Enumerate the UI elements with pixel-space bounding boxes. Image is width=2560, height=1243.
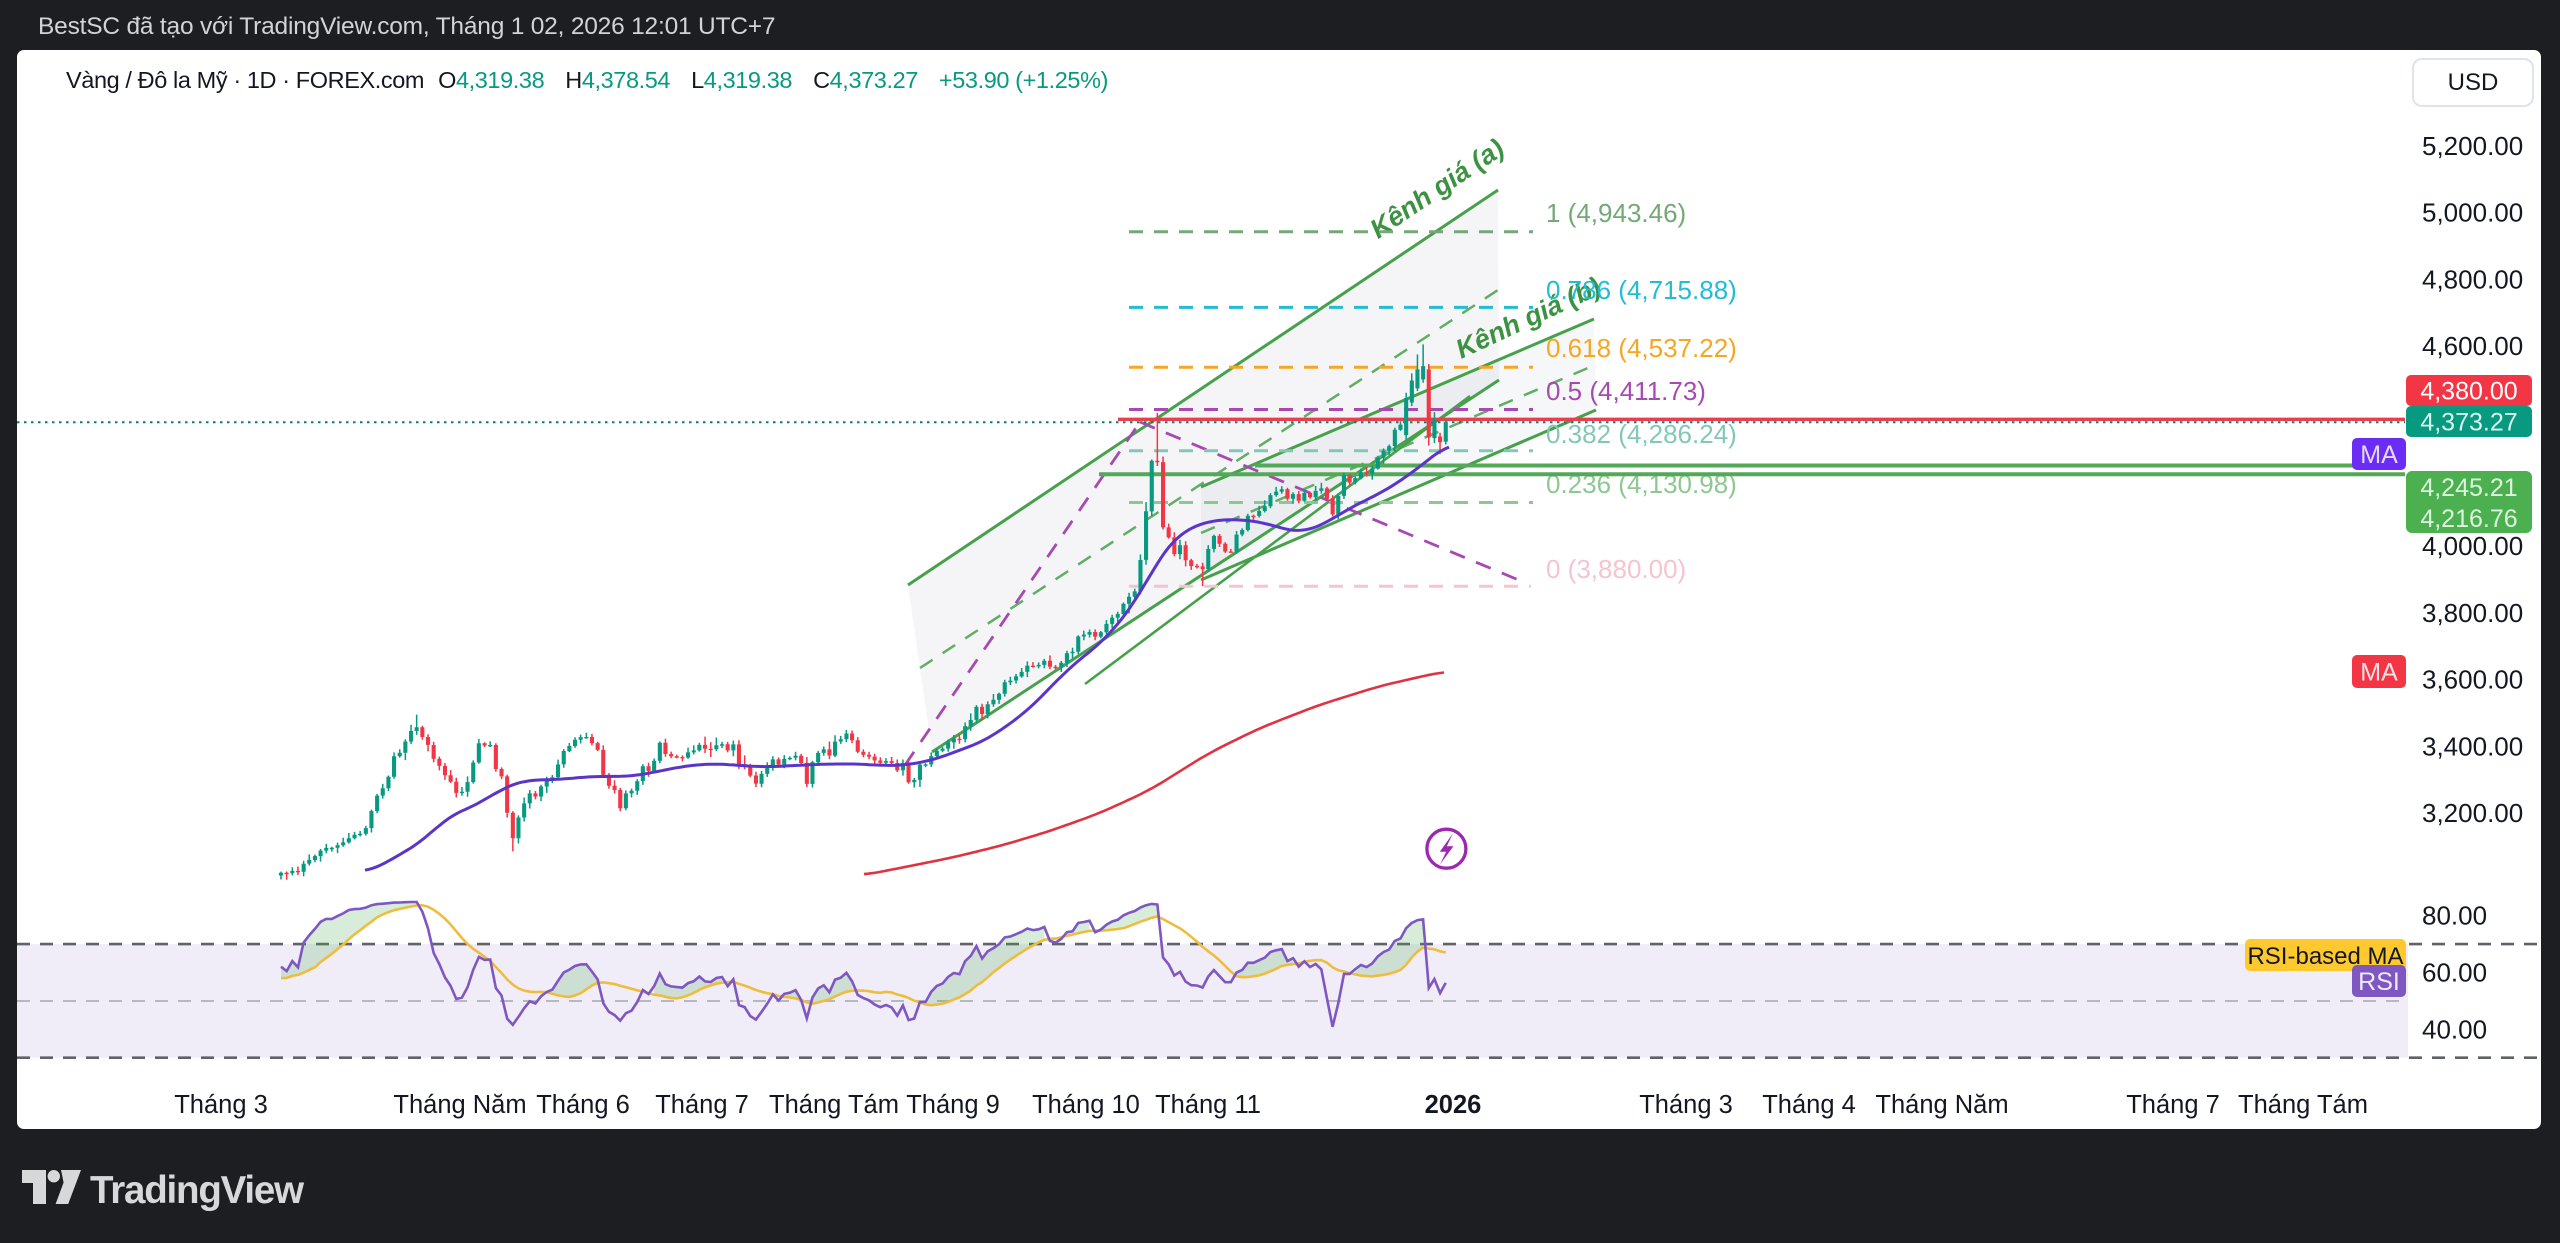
svg-text:4,800.00: 4,800.00: [2422, 264, 2523, 294]
svg-text:3,800.00: 3,800.00: [2422, 598, 2523, 628]
svg-text:5,000.00: 5,000.00: [2422, 198, 2523, 228]
svg-text:4,216.76: 4,216.76: [2420, 505, 2517, 533]
svg-text:80.00: 80.00: [2422, 901, 2487, 931]
svg-text:Tháng Năm: Tháng Năm: [1875, 1091, 2008, 1119]
svg-text:Tháng 7: Tháng 7: [655, 1091, 749, 1119]
svg-text:60.00: 60.00: [2422, 958, 2487, 988]
svg-text:RSI: RSI: [2358, 968, 2400, 996]
svg-text:Tháng 6: Tháng 6: [536, 1091, 630, 1119]
svg-text:4,600.00: 4,600.00: [2422, 331, 2523, 361]
svg-text:4,380.00: 4,380.00: [2420, 378, 2517, 406]
svg-text:4,373.27: 4,373.27: [2420, 409, 2517, 437]
svg-text:40.00: 40.00: [2422, 1014, 2487, 1044]
svg-text:0.618 (4,537.22): 0.618 (4,537.22): [1546, 333, 1737, 363]
svg-text:MA: MA: [2360, 659, 2398, 687]
svg-text:0.382 (4,286.24): 0.382 (4,286.24): [1546, 419, 1737, 449]
svg-text:Tháng Tám: Tháng Tám: [769, 1091, 899, 1119]
svg-text:Tháng Năm: Tháng Năm: [393, 1091, 526, 1119]
svg-text:0 (3,880.00): 0 (3,880.00): [1546, 554, 1686, 584]
svg-text:5,200.00: 5,200.00: [2422, 131, 2523, 161]
svg-text:4,000.00: 4,000.00: [2422, 531, 2523, 561]
svg-text:Tháng 11: Tháng 11: [1155, 1091, 1261, 1119]
svg-text:3,600.00: 3,600.00: [2422, 665, 2523, 695]
svg-text:4,245.21: 4,245.21: [2420, 474, 2517, 502]
svg-text:MA: MA: [2360, 441, 2398, 469]
svg-text:0.5 (4,411.73): 0.5 (4,411.73): [1546, 376, 1706, 406]
svg-text:Tháng 3: Tháng 3: [1639, 1091, 1733, 1119]
svg-text:Tháng 7: Tháng 7: [2126, 1091, 2220, 1119]
svg-text:1 (4,943.46): 1 (4,943.46): [1546, 198, 1686, 228]
svg-text:Tháng 10: Tháng 10: [1032, 1091, 1140, 1119]
svg-text:3,400.00: 3,400.00: [2422, 731, 2523, 761]
svg-text:Tháng 9: Tháng 9: [906, 1091, 1000, 1119]
svg-text:Tháng Tám: Tháng Tám: [2238, 1091, 2368, 1119]
svg-text:2026: 2026: [1425, 1091, 1482, 1119]
svg-text:TradingView: TradingView: [90, 1169, 305, 1212]
svg-text:Tháng 4: Tháng 4: [1762, 1091, 1856, 1119]
svg-text:Tháng 3: Tháng 3: [174, 1091, 268, 1119]
svg-text:0.786 (4,715.88): 0.786 (4,715.88): [1546, 275, 1737, 305]
svg-text:3,200.00: 3,200.00: [2422, 798, 2523, 828]
